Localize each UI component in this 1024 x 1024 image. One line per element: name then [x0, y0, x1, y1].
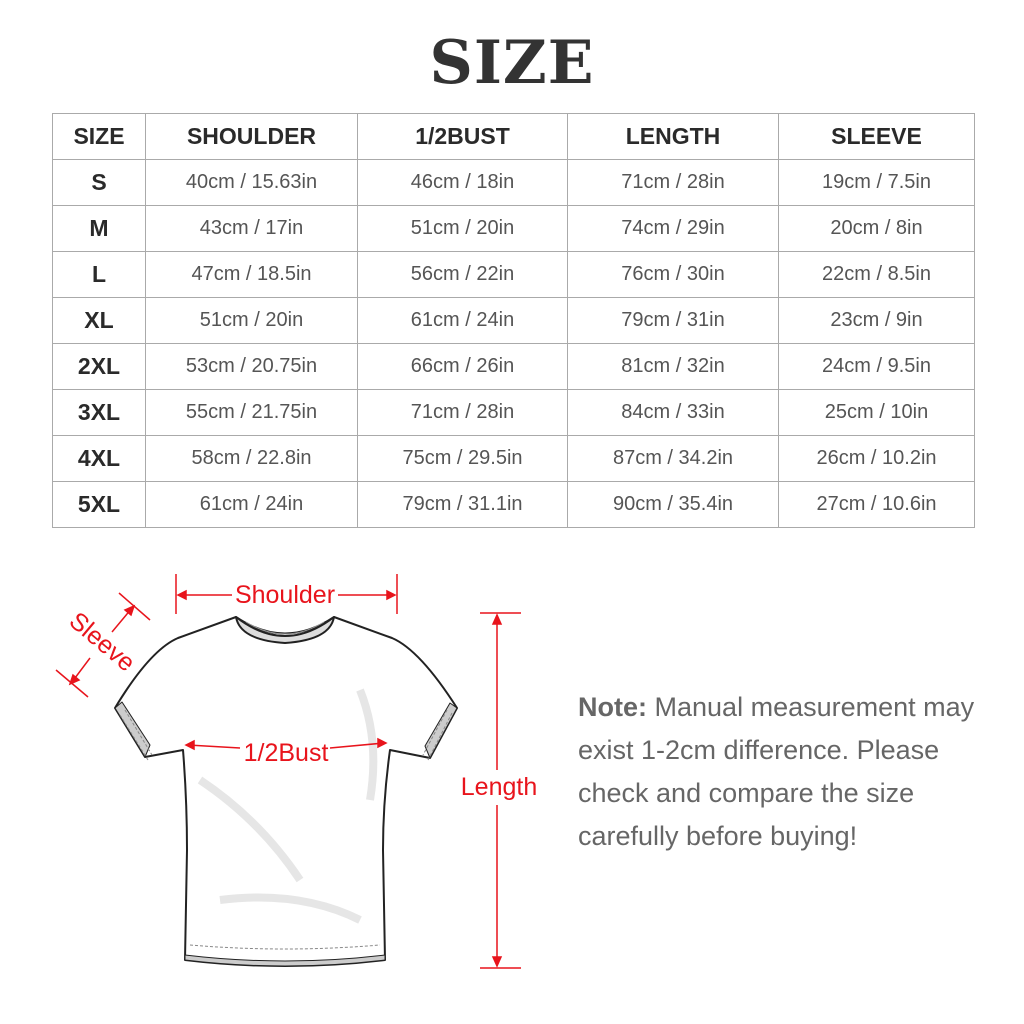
- measurement-cell: 61cm / 24in: [145, 481, 358, 528]
- table-row: M 43cm / 17in 51cm / 20in 74cm / 29in 20cm /…: [52, 205, 975, 252]
- table-row: 2XL 53cm / 20.75in 66cm / 26in 81cm / 32in 2…: [52, 343, 975, 390]
- measurement-cell: 40cm / 15.63in: [145, 159, 358, 206]
- column-header: SIZE: [52, 113, 146, 160]
- table-row: 3XL 55cm / 21.75in 71cm / 28in 84cm / 33in 2…: [52, 389, 975, 436]
- column-header: 1/2BUST: [357, 113, 568, 160]
- note-label: Note:: [578, 692, 647, 722]
- table-row: S 40cm / 15.63in 46cm / 18in 71cm / 28in 19c…: [52, 159, 975, 206]
- tshirt-diagram: Shoulder 1/2Bust Length Sleeve: [55, 574, 537, 969]
- size-cell: 5XL: [52, 481, 146, 528]
- measurement-cell: 87cm / 34.2in: [567, 435, 779, 482]
- measurement-cell: 46cm / 18in: [357, 159, 568, 206]
- measurement-cell: 55cm / 21.75in: [145, 389, 358, 436]
- measurement-cell: 71cm / 28in: [567, 159, 779, 206]
- shoulder-label: Shoulder: [235, 581, 335, 609]
- size-cell: L: [52, 251, 146, 298]
- note-body: Manual measurement may exist 1-2cm diffe…: [578, 692, 975, 851]
- measurement-cell: 43cm / 17in: [145, 205, 358, 252]
- size-cell: XL: [52, 297, 146, 344]
- measurement-cell: 56cm / 22in: [357, 251, 568, 298]
- measurement-cell: 76cm / 30in: [567, 251, 779, 298]
- length-label: Length: [461, 773, 537, 801]
- measurement-cell: 61cm / 24in: [357, 297, 568, 344]
- table-row: XL 51cm / 20in 61cm / 24in 79cm / 31in 23cm …: [52, 297, 975, 344]
- page-title: SIZE: [429, 28, 595, 98]
- size-cell: 3XL: [52, 389, 146, 436]
- measurement-cell: 66cm / 26in: [357, 343, 568, 390]
- measurement-cell: 71cm / 28in: [357, 389, 568, 436]
- measurement-cell: 79cm / 31in: [567, 297, 779, 344]
- tshirt-icon: [114, 616, 458, 967]
- size-cell: 4XL: [52, 435, 146, 482]
- measurement-cell: 24cm / 9.5in: [778, 343, 975, 390]
- size-cell: M: [52, 205, 146, 252]
- measurement-cell: 75cm / 29.5in: [357, 435, 568, 482]
- size-cell: S: [52, 159, 146, 206]
- table-row: 4XL 58cm / 22.8in 75cm / 29.5in 87cm / 34.2…: [52, 435, 975, 482]
- measurement-cell: 27cm / 10.6in: [778, 481, 975, 528]
- measurement-cell: 81cm / 32in: [567, 343, 779, 390]
- measurement-cell: 74cm / 29in: [567, 205, 779, 252]
- measurement-cell: 51cm / 20in: [145, 297, 358, 344]
- measurement-cell: 47cm / 18.5in: [145, 251, 358, 298]
- bust-label: 1/2Bust: [244, 739, 329, 767]
- size-cell: 2XL: [52, 343, 146, 390]
- sleeve-label: Sleeve: [64, 607, 141, 678]
- column-header: SLEEVE: [778, 113, 975, 160]
- measurement-cell: 90cm / 35.4in: [567, 481, 779, 528]
- table-header-row: SIZE SHOULDER 1/2BUST LENGTH SLEEVE: [52, 113, 975, 160]
- measurement-cell: 79cm / 31.1in: [357, 481, 568, 528]
- size-table: SIZE SHOULDER 1/2BUST LENGTH SLEEVE S 40cm / …: [52, 113, 975, 528]
- measurement-cell: 23cm / 9in: [778, 297, 975, 344]
- column-header: SHOULDER: [145, 113, 358, 160]
- measurement-cell: 22cm / 8.5in: [778, 251, 975, 298]
- measurement-arrows: [55, 574, 521, 969]
- note-text: Note: Manual measurement may exist 1-2cm…: [578, 686, 998, 858]
- measurement-cell: 25cm / 10in: [778, 389, 975, 436]
- measurement-cell: 51cm / 20in: [357, 205, 568, 252]
- table-row: 5XL 61cm / 24in 79cm / 31.1in 90cm / 35.4in…: [52, 481, 975, 528]
- measurement-cell: 19cm / 7.5in: [778, 159, 975, 206]
- measurement-cell: 53cm / 20.75in: [145, 343, 358, 390]
- table-row: L 47cm / 18.5in 56cm / 22in 76cm / 30in 22cm…: [52, 251, 975, 298]
- measurement-cell: 26cm / 10.2in: [778, 435, 975, 482]
- measurement-cell: 84cm / 33in: [567, 389, 779, 436]
- column-header: LENGTH: [567, 113, 779, 160]
- measurement-cell: 20cm / 8in: [778, 205, 975, 252]
- measurement-cell: 58cm / 22.8in: [145, 435, 358, 482]
